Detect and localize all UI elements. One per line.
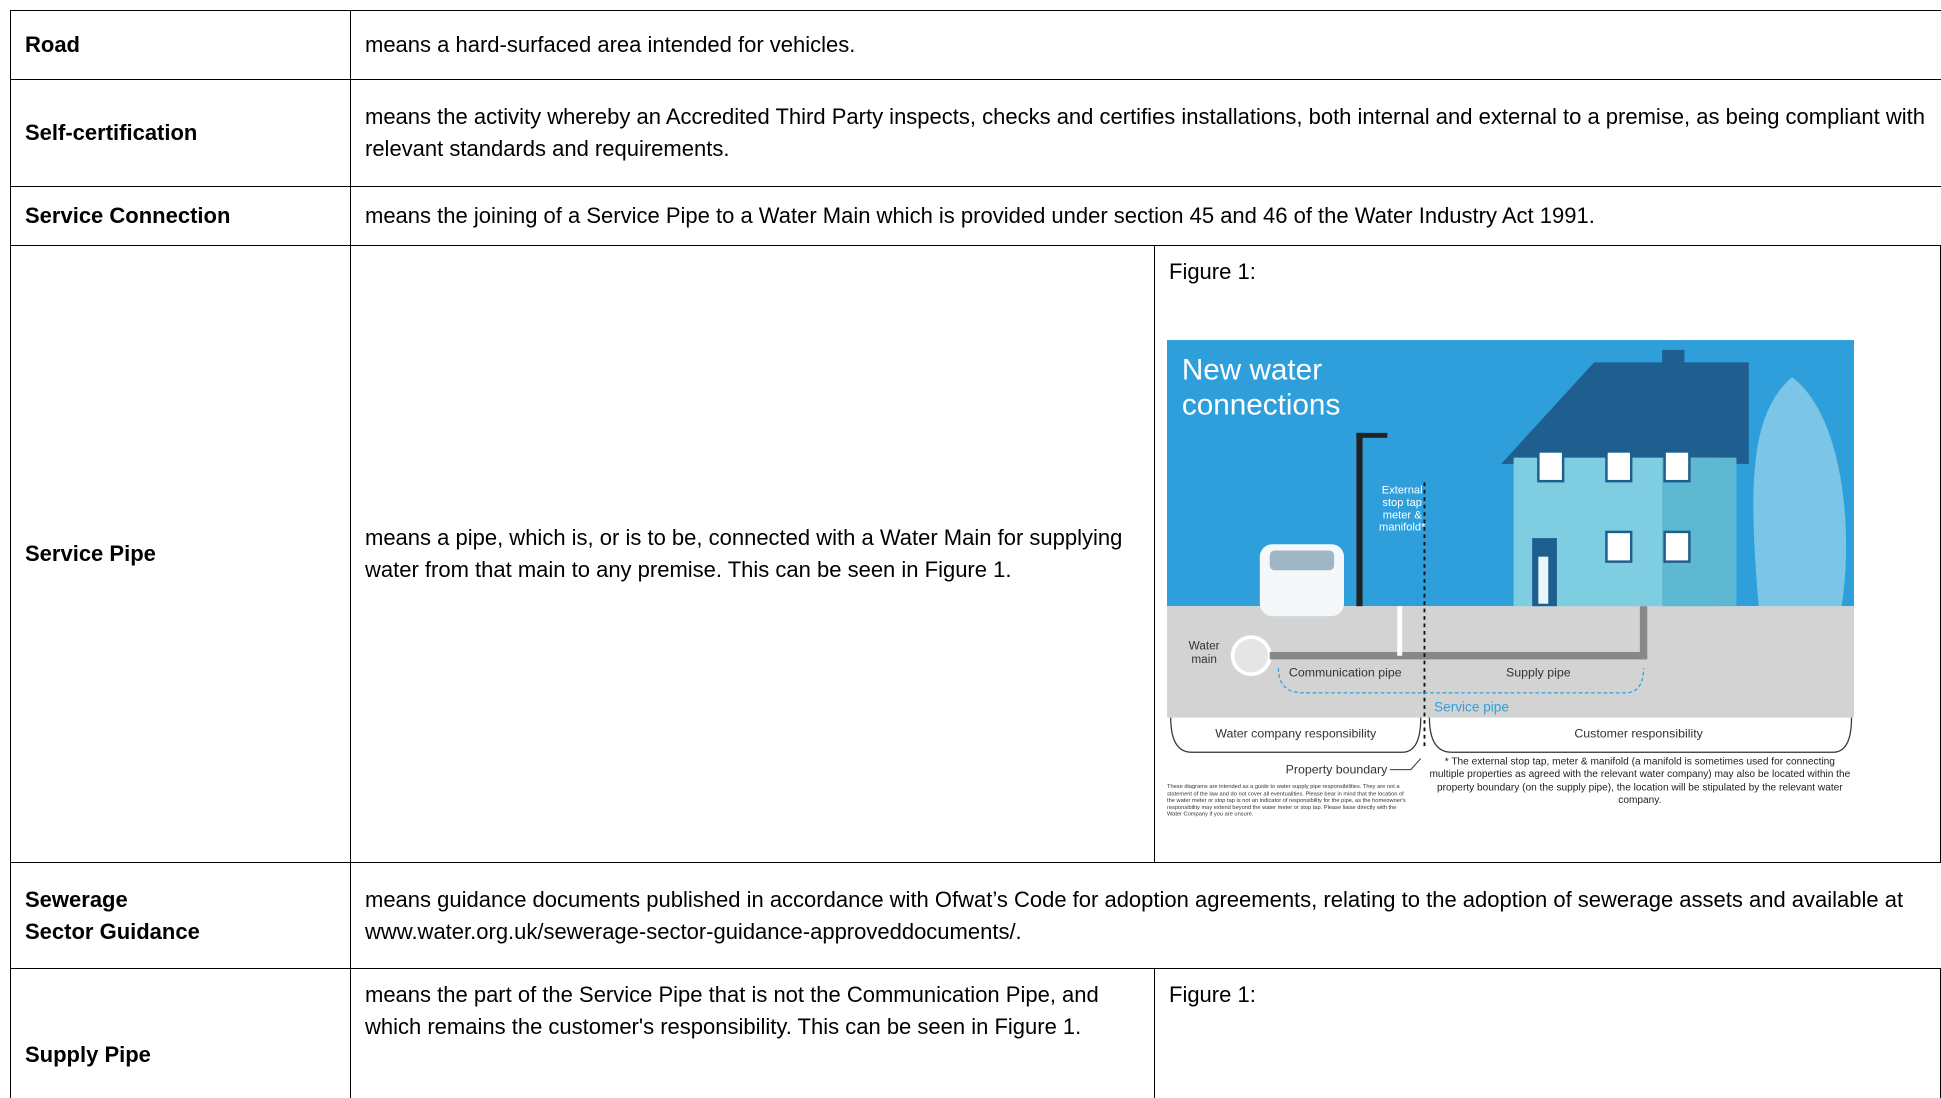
customer-responsibility-label: Customer responsibility — [1574, 726, 1703, 740]
definition-text: means the joining of a Service Pipe to a… — [365, 203, 1595, 229]
ground — [1167, 606, 1854, 718]
term-cell: Service Pipe — [10, 245, 351, 863]
window — [1537, 450, 1565, 483]
term-line: Sewerage — [25, 886, 128, 912]
stop-tap-label: meter & — [1383, 509, 1423, 521]
stop-tap-label: stop tap — [1382, 497, 1422, 509]
definition-cell: means the activity whereby an Accredited… — [350, 79, 1941, 187]
chimney — [1662, 349, 1685, 375]
water-main — [1230, 635, 1272, 677]
definition-cell: means guidance documents published in ac… — [350, 862, 1941, 969]
term-line: Sector Guidance — [25, 918, 200, 944]
disclaimer-box: These diagrams are intended as a guide t… — [1167, 783, 1406, 817]
roof — [1501, 362, 1749, 464]
definition-text: means a pipe, which is, or is to be, con… — [365, 525, 1123, 582]
window — [1605, 530, 1633, 563]
figure-title: connections — [1182, 388, 1340, 421]
tree — [1753, 377, 1847, 607]
definition-text: means guidance documents published in ac… — [365, 886, 1904, 944]
term-cell: Self-certification — [10, 79, 351, 187]
figure-cell: Figure 1: — [1154, 968, 1941, 1098]
term-text: Service Connection — [25, 203, 231, 229]
lamp-post — [1356, 432, 1363, 607]
car-window — [1269, 550, 1335, 571]
definition-cell: means a pipe, which is, or is to be, con… — [350, 245, 1155, 863]
stop-tap-label: manifold* — [1379, 522, 1426, 534]
property-boundary-label: Property boundary — [1286, 762, 1389, 776]
person — [1538, 556, 1549, 604]
term-text: Self-certification — [25, 120, 198, 146]
term-cell: Sewerage Sector Guidance — [10, 862, 351, 969]
service-pipe-label: Service pipe — [1434, 699, 1509, 714]
term-text: Supply Pipe — [25, 1041, 151, 1067]
figure-caption: Figure 1: — [1169, 982, 1256, 1007]
term-cell: Service Connection — [10, 186, 351, 246]
disclaimer: These diagrams are intended as a guide t… — [1167, 783, 1406, 817]
term-text: Sewerage Sector Guidance — [25, 884, 200, 948]
window — [1605, 450, 1633, 483]
water-main-label: Water — [1189, 640, 1220, 653]
communication-pipe-label: Communication pipe — [1289, 666, 1402, 680]
definition-text: means the part of the Service Pipe that … — [365, 982, 1099, 1039]
definition-cell: means a hard-surfaced area intended for … — [350, 10, 1941, 80]
stop-tap-label: External — [1382, 485, 1423, 497]
window — [1663, 530, 1691, 563]
term-cell: Road — [10, 10, 351, 80]
definition-cell: means the part of the Service Pipe that … — [350, 968, 1155, 1098]
boundary-leader — [1389, 758, 1422, 771]
supply-pipe-label: Supply pipe — [1506, 666, 1571, 680]
company-responsibility-label: Water company responsibility — [1215, 726, 1377, 740]
window — [1663, 450, 1691, 483]
term-cell: Supply Pipe — [10, 968, 351, 1098]
term-text: Road — [25, 32, 80, 58]
customer-bracket — [1428, 717, 1853, 753]
figure-title: New water — [1182, 354, 1322, 387]
figure-caption: Figure 1: — [1169, 259, 1256, 284]
footnote-box: * The external stop tap, meter & manifol… — [1429, 755, 1851, 806]
definition-text: means a hard-surfaced area intended for … — [365, 32, 856, 58]
definition-cell: means the joining of a Service Pipe to a… — [350, 186, 1941, 246]
term-text: Service Pipe — [25, 541, 156, 567]
water-main-label: main — [1191, 653, 1216, 666]
lamp-head — [1356, 432, 1388, 438]
company-bracket — [1170, 717, 1422, 753]
footnote: * The external stop tap, meter & manifol… — [1429, 755, 1851, 806]
definition-text: means the activity whereby an Accredited… — [365, 104, 1925, 161]
service-pipe-bracket — [1277, 668, 1645, 694]
